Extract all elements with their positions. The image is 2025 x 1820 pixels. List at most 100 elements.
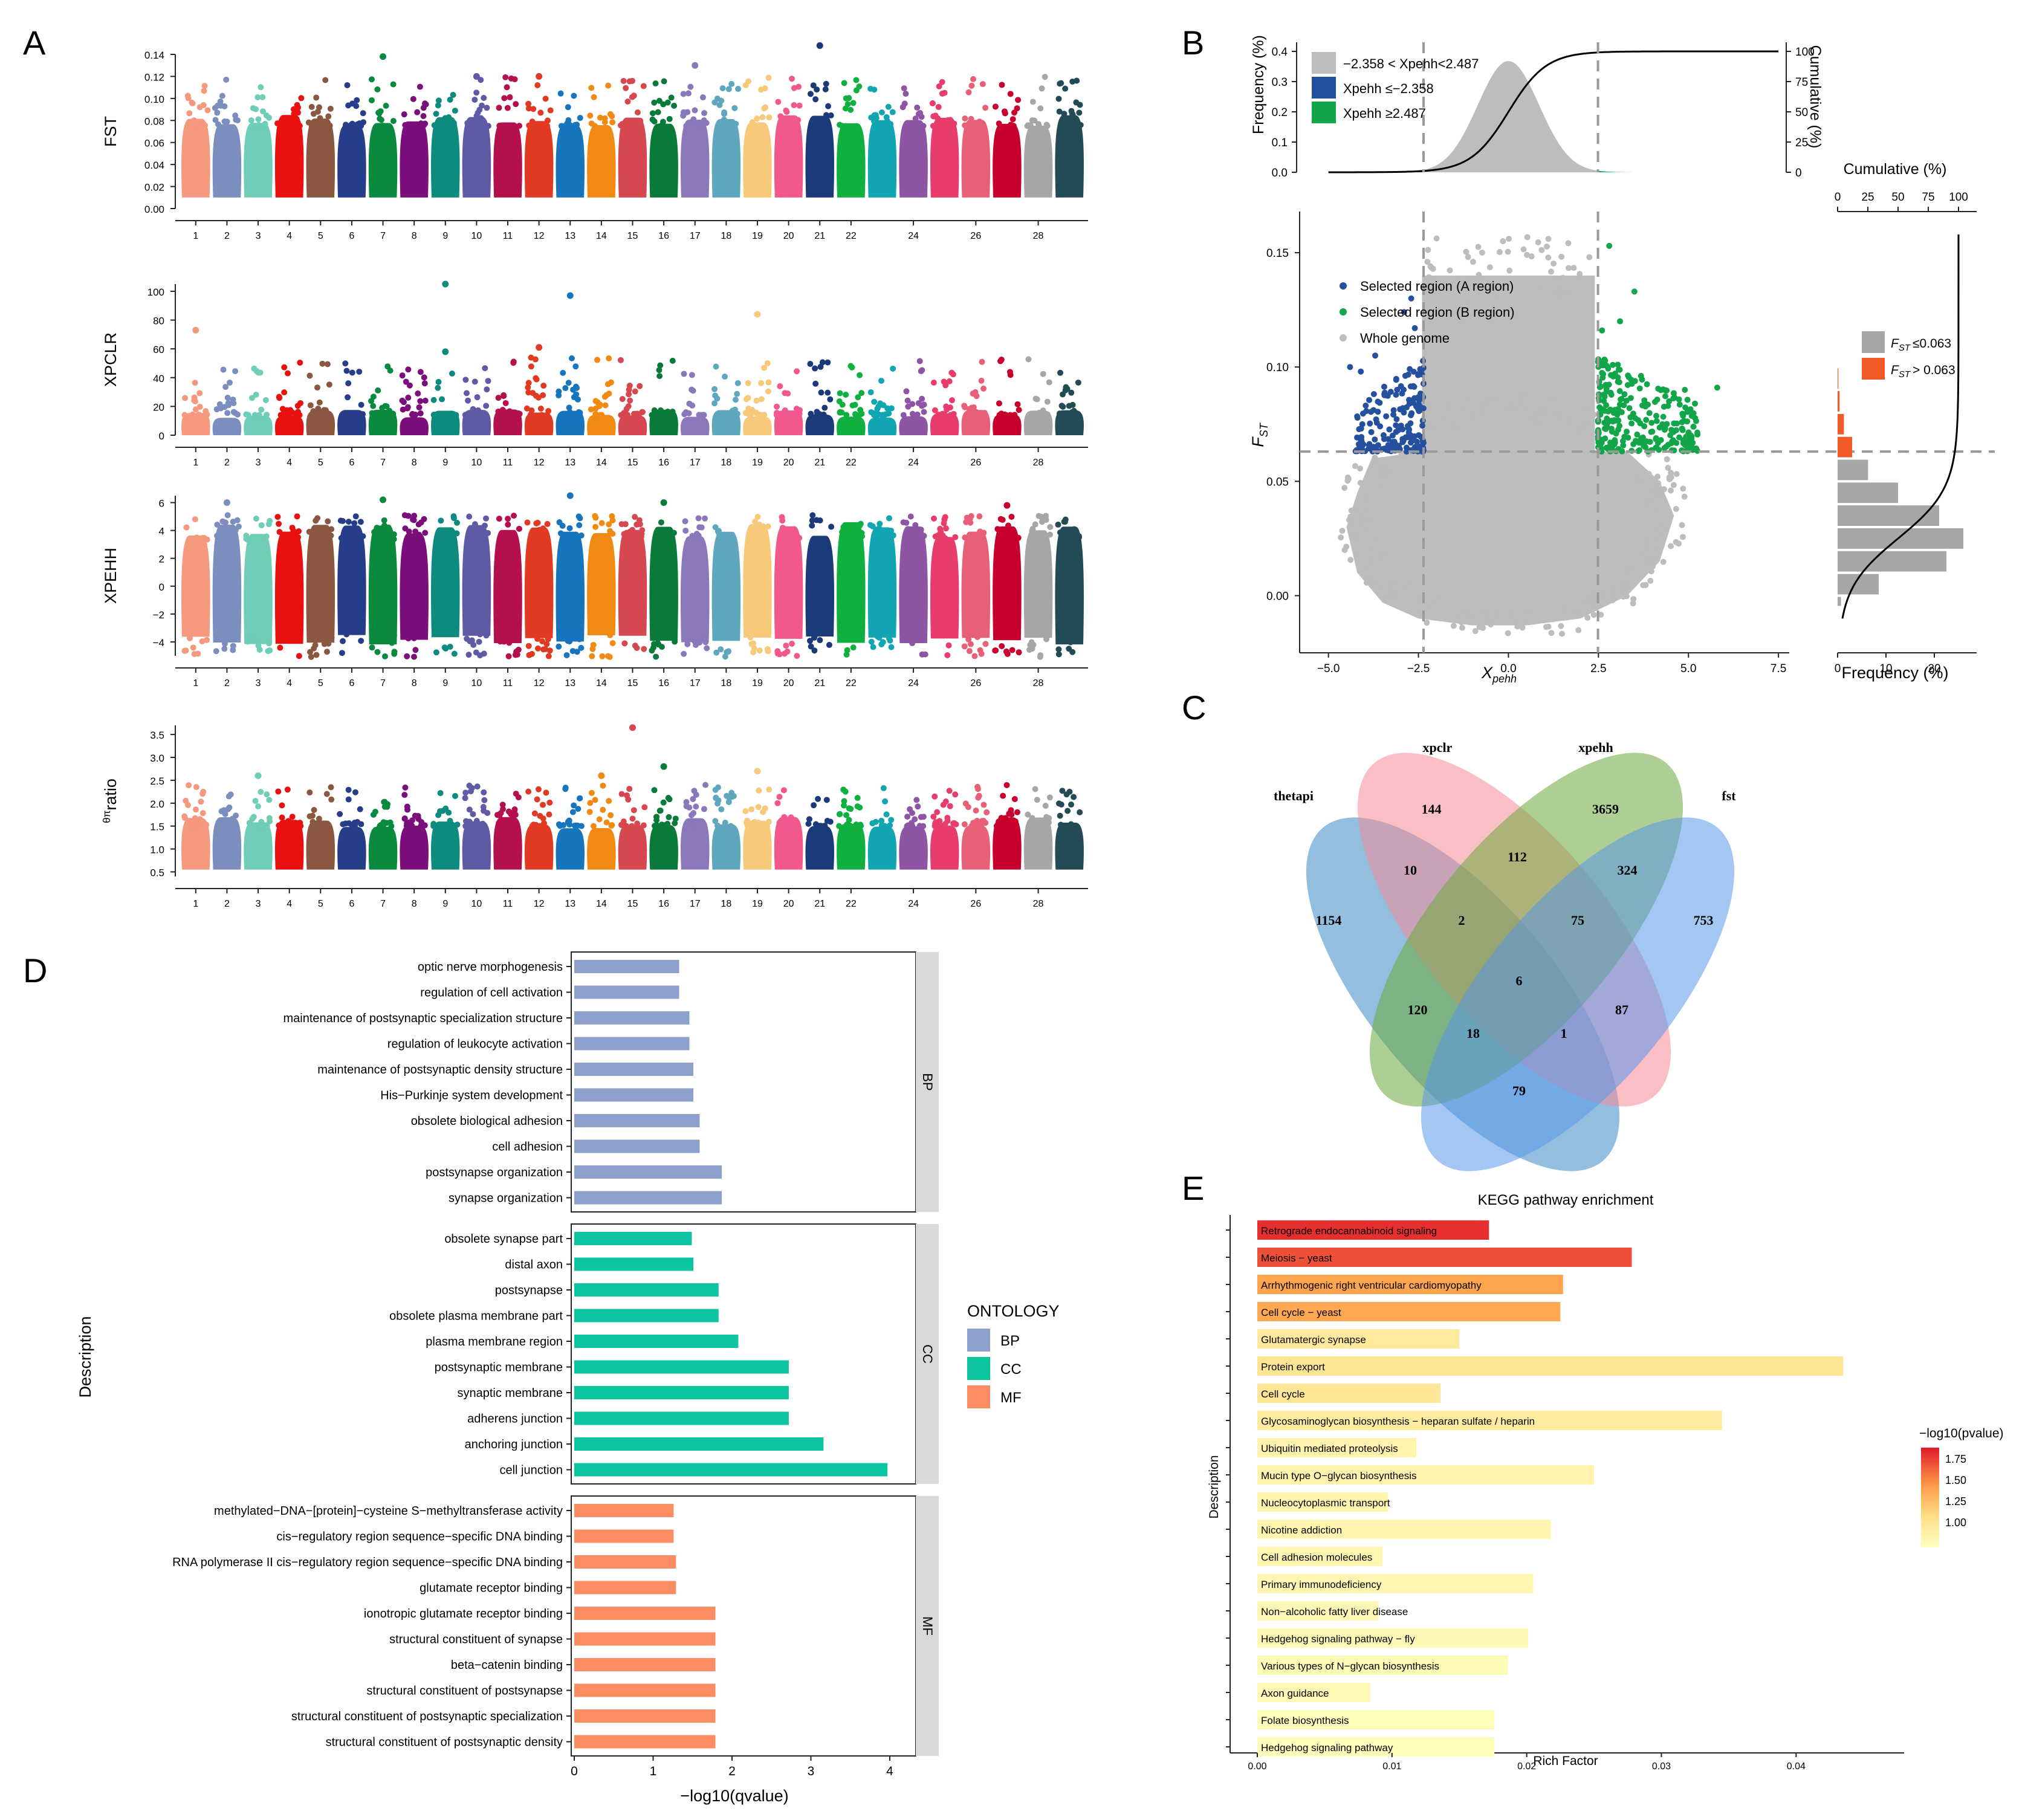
snp-point — [728, 789, 735, 796]
chromosome-band-24 — [899, 526, 928, 644]
b-legend-label-neutral: −2.358 < Xpehh<2.487 — [1343, 56, 1479, 71]
snp-point — [439, 396, 446, 403]
snp-point — [734, 410, 740, 417]
b-genome-point — [1545, 254, 1552, 261]
b-genome-point — [1552, 283, 1559, 290]
snp-point — [306, 789, 313, 796]
b-region-a-point — [1370, 391, 1377, 398]
b-genome-point — [1581, 598, 1587, 604]
snp-point — [438, 517, 444, 524]
b-genome-point — [1355, 554, 1361, 560]
snp-point — [1062, 387, 1069, 393]
snp-peak-point — [254, 772, 262, 779]
snp-point — [807, 361, 814, 368]
snp-point — [414, 109, 421, 115]
b-genome-point — [1475, 244, 1482, 250]
b-region-b-point — [1621, 391, 1628, 398]
chromosome-label: 10 — [471, 899, 482, 909]
chromosome-label: 24 — [908, 231, 919, 241]
b-genome-point — [1570, 265, 1577, 271]
b-genome-point — [1635, 477, 1642, 484]
go-term-label: structural constituent of postsynapse — [366, 1685, 563, 1698]
snp-point — [609, 640, 616, 646]
snp-point — [577, 115, 583, 121]
chromosome-band-21 — [805, 115, 834, 198]
chromosome-label: 20 — [783, 899, 794, 909]
snp-point — [1025, 811, 1031, 818]
b-region-b-point — [1612, 437, 1618, 444]
b-region-a-point — [1393, 377, 1399, 383]
snp-point — [507, 94, 513, 100]
track-y-tick-label: 100 — [147, 287, 164, 298]
snp-point — [474, 394, 481, 401]
snp-peak-point — [380, 496, 387, 504]
snp-point — [435, 102, 441, 109]
snp-point — [1046, 794, 1053, 801]
snp-point — [198, 798, 204, 805]
snp-point — [743, 819, 750, 826]
b-genome-point — [1620, 594, 1627, 600]
go-term-label: synaptic membrane — [457, 1387, 563, 1400]
b-region-b-point — [1620, 442, 1627, 449]
b-genome-point — [1534, 416, 1540, 423]
snp-point — [857, 522, 863, 529]
snp-peak-point — [1003, 502, 1011, 509]
snp-point — [251, 412, 258, 418]
snp-point — [812, 380, 819, 387]
b-side-legend-swatch-grey — [1862, 331, 1885, 353]
snp-point — [825, 359, 831, 366]
snp-point — [1065, 823, 1072, 829]
b-scatter-legend-dot-b — [1340, 308, 1347, 316]
snp-point — [743, 410, 750, 416]
snp-peak-point — [816, 42, 823, 49]
chromosome-band-26 — [961, 826, 991, 870]
b-genome-point — [1447, 280, 1454, 287]
b-genome-point — [1652, 502, 1659, 508]
snp-point — [279, 406, 286, 412]
go-bar — [574, 1463, 888, 1477]
snp-point — [870, 644, 876, 650]
snp-point — [940, 802, 947, 808]
chromosome-label: 1 — [193, 899, 198, 909]
snp-point — [672, 815, 679, 822]
snp-point — [430, 823, 437, 829]
b-region-b-point — [1673, 420, 1680, 427]
chromosome-label: 20 — [783, 678, 794, 688]
snp-point — [874, 633, 881, 640]
snp-point — [971, 653, 978, 659]
snp-point — [258, 84, 264, 91]
track-y-tick-label: 20 — [153, 401, 164, 413]
snp-point — [546, 799, 553, 806]
snp-point — [661, 78, 667, 85]
track-ylabel: XPCLR — [102, 332, 120, 387]
snp-point — [627, 534, 634, 540]
b-region-b-point — [1657, 436, 1664, 443]
b-top-ylabel: Frequency (%) — [1250, 35, 1267, 134]
snp-point — [473, 412, 479, 418]
snp-point — [888, 817, 895, 823]
snp-point — [571, 802, 577, 809]
snp-point — [792, 121, 799, 128]
b-region-b-point — [1628, 381, 1635, 387]
b-side-x-tick-label: 0 — [1835, 662, 1841, 675]
d-legend-title: ONTOLOGY — [967, 1302, 1060, 1320]
snp-point — [466, 513, 473, 520]
snp-point — [343, 631, 350, 638]
b-scatter-xlabel: Xpehh — [1481, 664, 1517, 685]
snp-point — [837, 121, 843, 128]
snp-point — [886, 515, 892, 522]
snp-point — [762, 805, 768, 812]
snp-point — [287, 407, 294, 413]
snp-point — [815, 795, 821, 802]
snp-point — [1034, 412, 1041, 418]
snp-point — [356, 120, 363, 127]
snp-point — [702, 782, 709, 788]
snp-point — [942, 535, 948, 542]
b-region-b-point — [1643, 416, 1650, 423]
snp-point — [996, 412, 1003, 418]
b-region-b-point — [1628, 420, 1635, 427]
panel-label-a: A — [23, 24, 46, 62]
snp-point — [470, 641, 477, 648]
snp-point — [936, 83, 942, 89]
snp-point — [853, 77, 860, 83]
